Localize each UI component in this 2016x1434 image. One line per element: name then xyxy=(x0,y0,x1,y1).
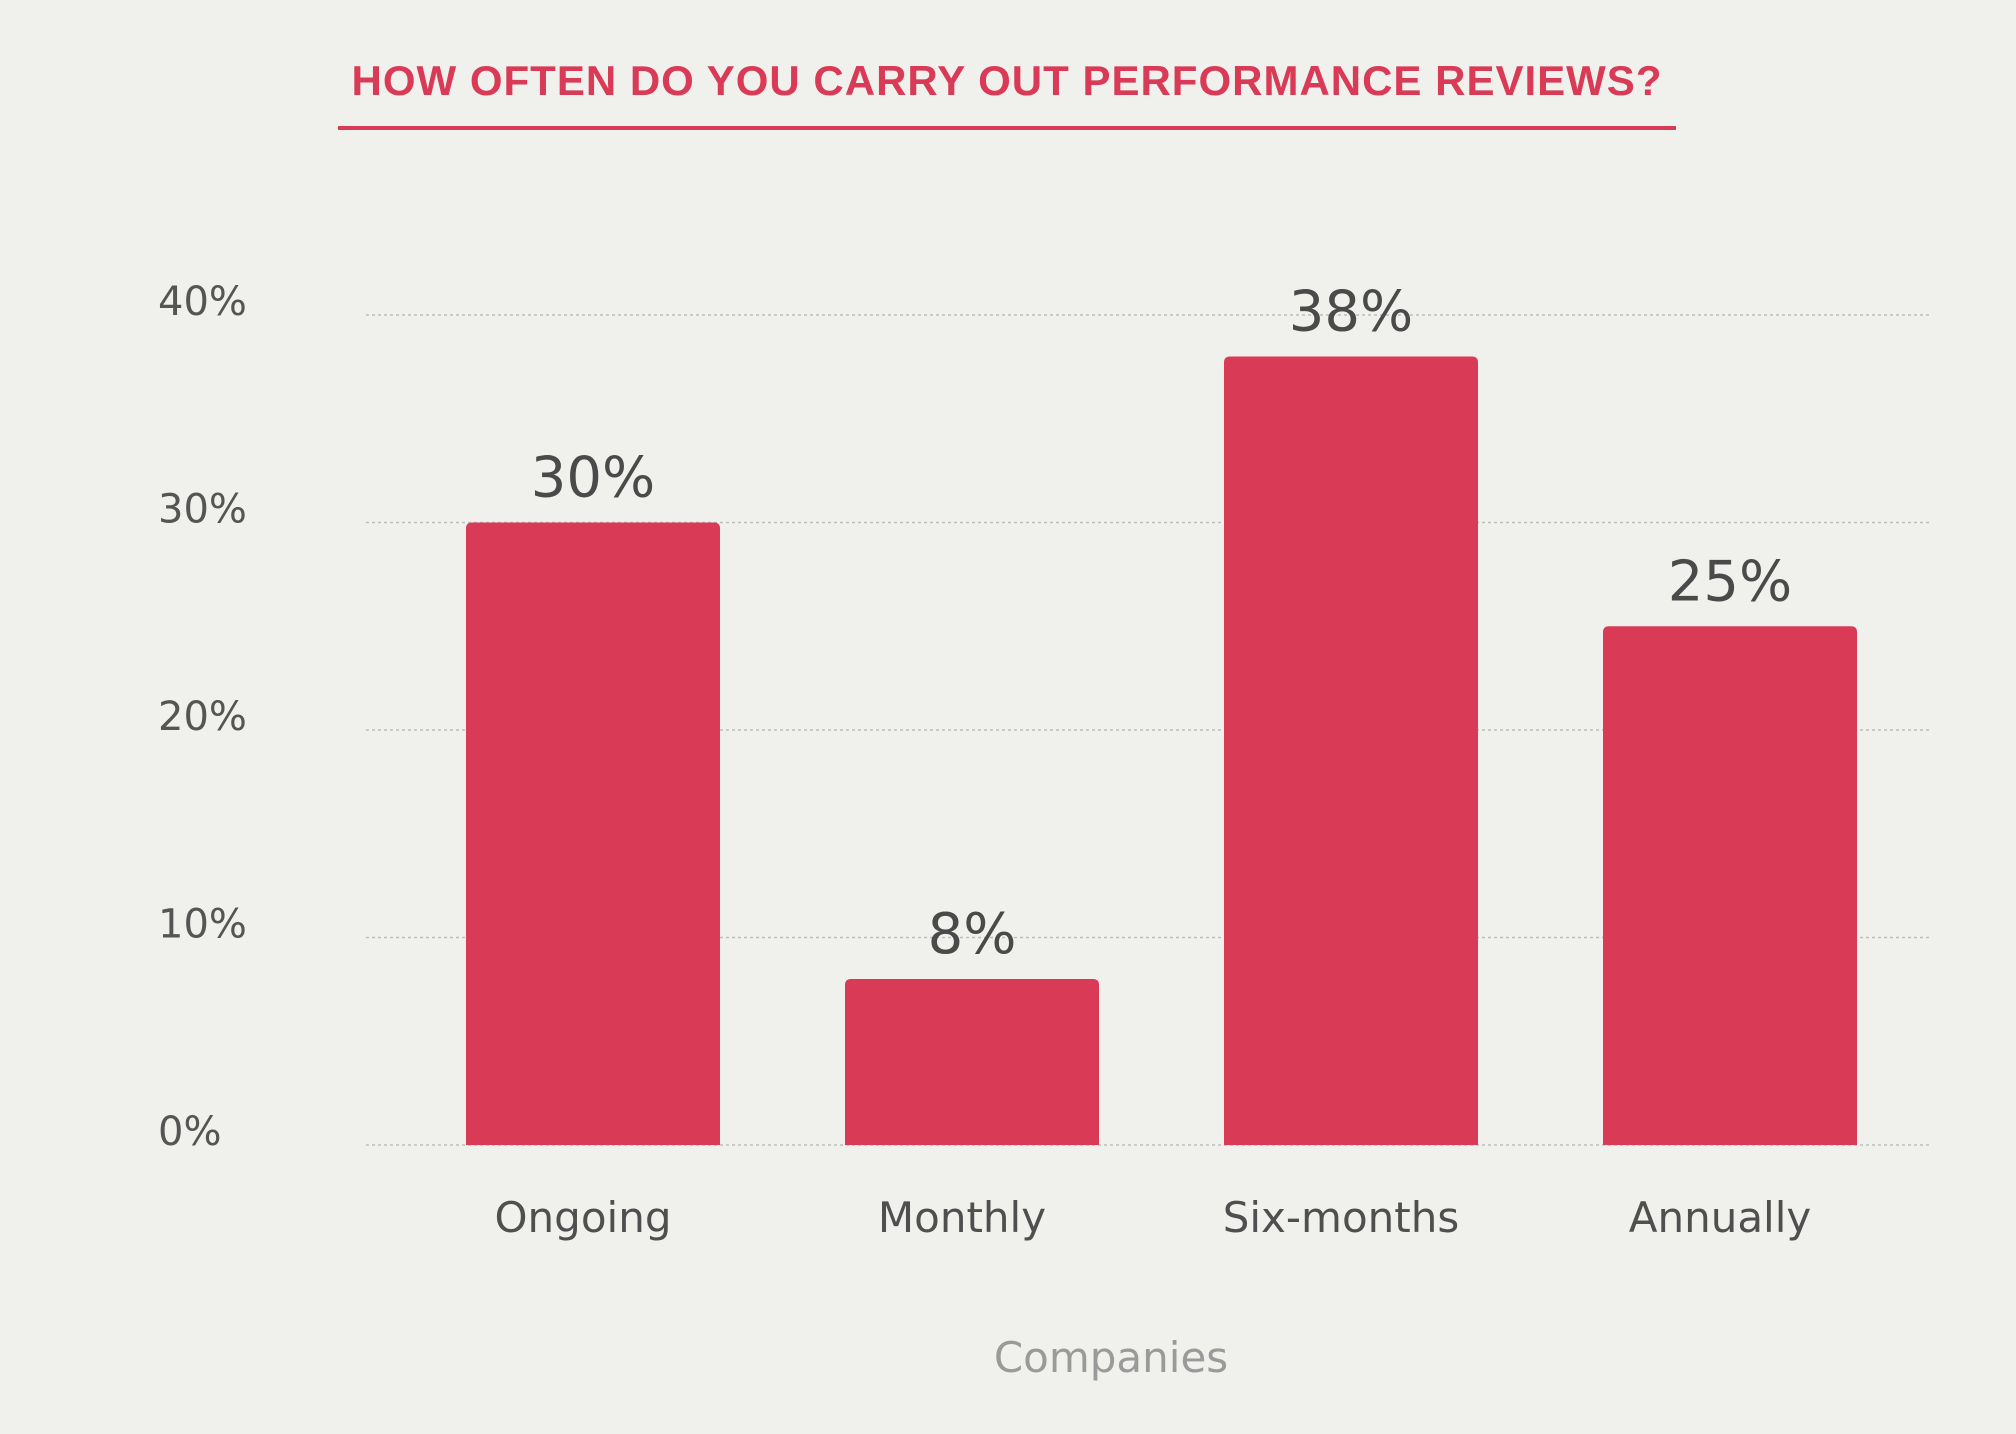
x-tick-label: Annually xyxy=(1629,1193,1812,1242)
y-tick-label: 40% xyxy=(158,279,247,325)
x-axis-label: Companies xyxy=(994,1333,1228,1382)
category-labels: Ongoing Monthly Six-months Annually xyxy=(495,1193,1812,1242)
x-tick-label: Six-months xyxy=(1223,1193,1460,1242)
bar-value-label: 8% xyxy=(928,902,1017,967)
bar-six-months xyxy=(1224,356,1478,1145)
y-tick-label: 20% xyxy=(158,694,247,740)
bar-ongoing xyxy=(466,522,720,1145)
x-tick-label: Monthly xyxy=(878,1193,1046,1242)
bar-value-label: 38% xyxy=(1289,280,1413,345)
y-tick-label: 30% xyxy=(158,487,247,533)
y-axis-ticks: 0% 10% 20% 30% 40% xyxy=(158,279,247,1155)
chart-title: HOW OFTEN DO YOU CARRY OUT PERFORMANCE R… xyxy=(352,57,1663,104)
bar-value-label: 30% xyxy=(531,446,655,511)
bars xyxy=(466,356,1857,1145)
value-labels: 30% 8% 38% 25% xyxy=(531,280,1792,968)
bar-annually xyxy=(1603,626,1857,1145)
bar-monthly xyxy=(845,979,1099,1145)
x-tick-label: Ongoing xyxy=(495,1193,672,1242)
y-tick-label: 10% xyxy=(158,902,247,948)
bar-value-label: 25% xyxy=(1668,549,1792,614)
y-tick-label: 0% xyxy=(158,1109,221,1155)
